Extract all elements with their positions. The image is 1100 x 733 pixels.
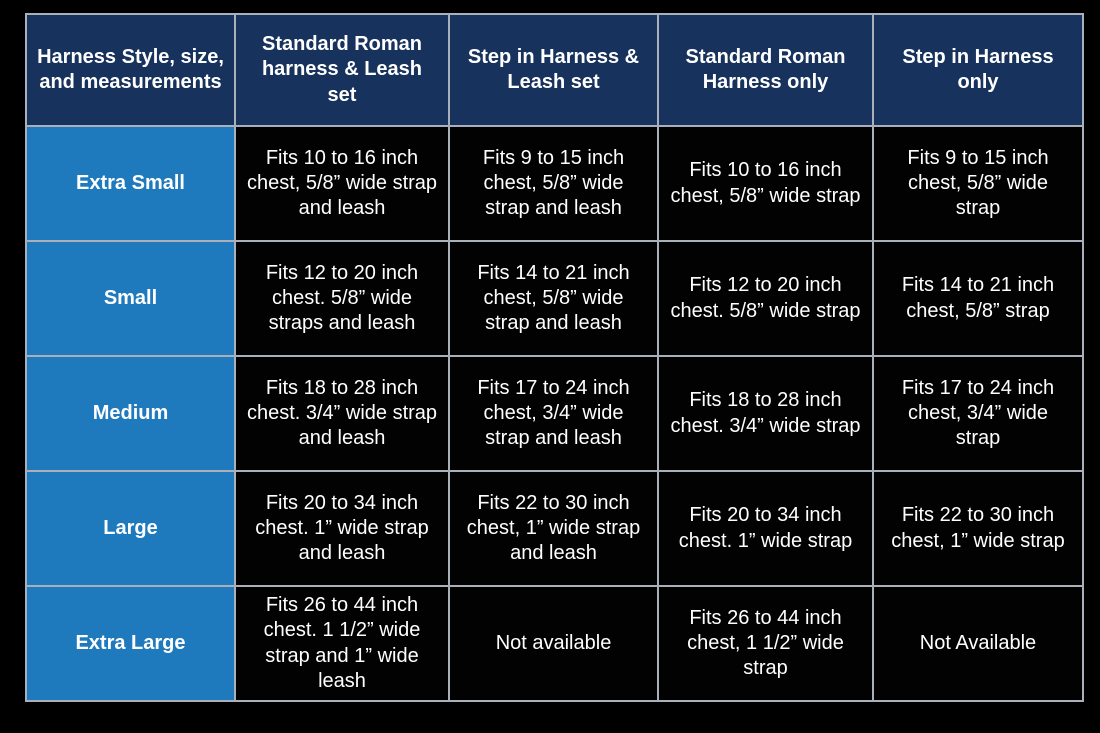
spec-cell: Fits 22 to 30 inch chest, 1” wide strap	[872, 470, 1084, 587]
header-cell-step-in-harness-leash-set: Step in Harness & Leash set	[448, 13, 659, 127]
spec-cell: Fits 20 to 34 inch chest. 1” wide strap …	[234, 470, 450, 587]
spec-cell: Fits 10 to 16 inch chest, 5/8” wide stra…	[657, 125, 874, 242]
header-cell-roman-harness-only: Standard Roman Harness only	[657, 13, 874, 127]
spec-cell: Not Available	[872, 585, 1084, 702]
table-row-large: Large Fits 20 to 34 inch chest. 1” wide …	[25, 470, 1084, 587]
harness-size-chart-table: Harness Style, size, and measurements St…	[25, 13, 1084, 702]
header-cell-style-size: Harness Style, size, and measurements	[25, 13, 236, 127]
size-label-extra-small: Extra Small	[25, 125, 236, 242]
header-cell-roman-harness-leash-set: Standard Roman harness & Leash set	[234, 13, 450, 127]
size-label-medium: Medium	[25, 355, 236, 472]
size-label-extra-large: Extra Large	[25, 585, 236, 702]
spec-cell: Fits 18 to 28 inch chest. 3/4” wide stra…	[657, 355, 874, 472]
spec-cell: Fits 10 to 16 inch chest, 5/8” wide stra…	[234, 125, 450, 242]
spec-cell: Fits 12 to 20 inch chest. 5/8” wide stra…	[657, 240, 874, 357]
spec-cell: Fits 12 to 20 inch chest. 5/8” wide stra…	[234, 240, 450, 357]
table-row-extra-large: Extra Large Fits 26 to 44 inch chest. 1 …	[25, 585, 1084, 702]
table-row-small: Small Fits 12 to 20 inch chest. 5/8” wid…	[25, 240, 1084, 357]
header-row: Harness Style, size, and measurements St…	[25, 13, 1084, 127]
table-row-extra-small: Extra Small Fits 10 to 16 inch chest, 5/…	[25, 125, 1084, 242]
spec-cell: Fits 26 to 44 inch chest, 1 1/2” wide st…	[657, 585, 874, 702]
table-row-medium: Medium Fits 18 to 28 inch chest. 3/4” wi…	[25, 355, 1084, 472]
spec-cell: Fits 14 to 21 inch chest, 5/8” wide stra…	[448, 240, 659, 357]
spec-cell: Fits 22 to 30 inch chest, 1” wide strap …	[448, 470, 659, 587]
spec-cell: Fits 14 to 21 inch chest, 5/8” strap	[872, 240, 1084, 357]
size-label-small: Small	[25, 240, 236, 357]
header-cell-step-in-harness-only: Step in Harness only	[872, 13, 1084, 127]
size-label-large: Large	[25, 470, 236, 587]
spec-cell: Fits 20 to 34 inch chest. 1” wide strap	[657, 470, 874, 587]
spec-cell: Fits 18 to 28 inch chest. 3/4” wide stra…	[234, 355, 450, 472]
spec-cell: Not available	[448, 585, 659, 702]
spec-cell: Fits 17 to 24 inch chest, 3/4” wide stra…	[872, 355, 1084, 472]
spec-cell: Fits 26 to 44 inch chest. 1 1/2” wide st…	[234, 585, 450, 702]
spec-cell: Fits 17 to 24 inch chest, 3/4” wide stra…	[448, 355, 659, 472]
spec-cell: Fits 9 to 15 inch chest, 5/8” wide strap	[872, 125, 1084, 242]
spec-cell: Fits 9 to 15 inch chest, 5/8” wide strap…	[448, 125, 659, 242]
